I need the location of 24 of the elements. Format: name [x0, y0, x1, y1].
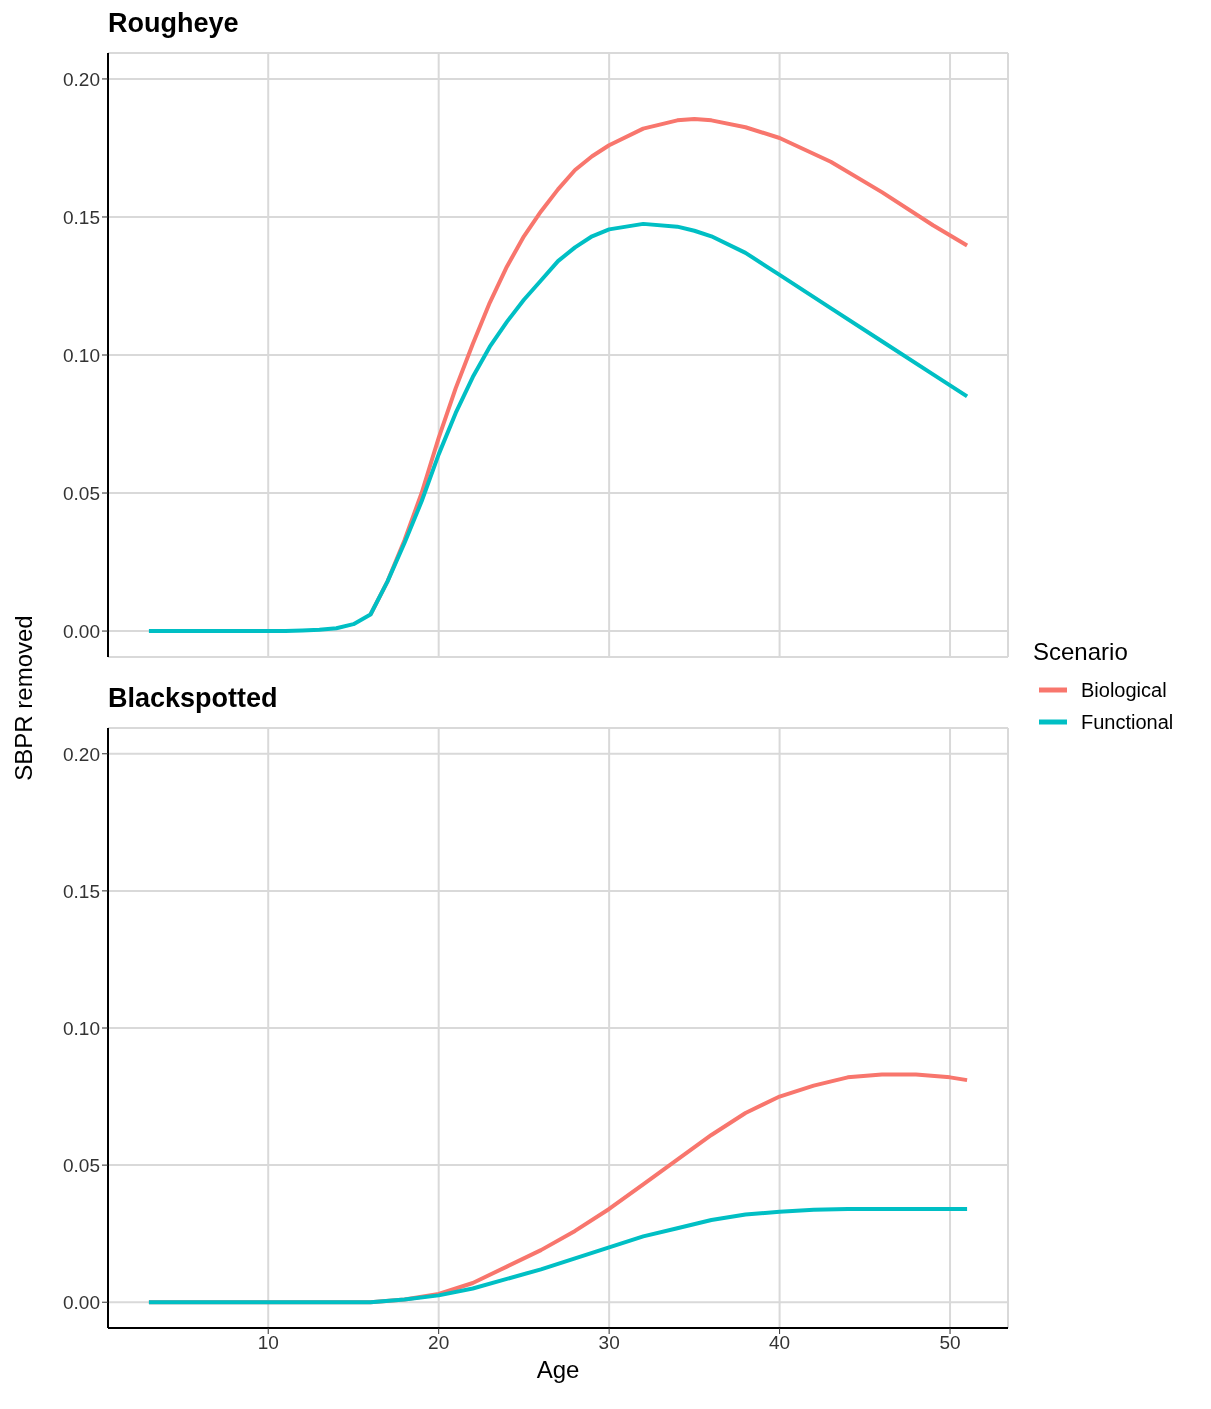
x-tick-label: 40 — [769, 1332, 791, 1354]
line-series — [146, 1206, 970, 1305]
y-tick-label: 0.00 — [63, 1291, 100, 1313]
chart-title: Blackspotted — [108, 683, 278, 714]
legend-label: Functional — [1081, 710, 1174, 734]
legend-label: Biological — [1081, 678, 1167, 702]
y-tick-label: 0.00 — [63, 620, 100, 642]
y-axis-title: SBPR removed — [10, 615, 38, 781]
y-tick-label: 0.20 — [63, 743, 100, 765]
chart-title: Rougheye — [108, 8, 239, 39]
x-axis-title: Age — [535, 1356, 581, 1384]
legend-title: Scenario — [1033, 638, 1129, 666]
y-tick-label: 0.05 — [63, 1154, 100, 1176]
x-tick-label: 20 — [428, 1332, 450, 1354]
y-tick-label: 0.05 — [63, 482, 100, 504]
x-tick-label: 30 — [598, 1332, 620, 1354]
y-tick-label: 0.10 — [63, 344, 100, 366]
y-tick-label: 0.15 — [63, 880, 100, 902]
y-tick-label: 0.20 — [63, 68, 100, 90]
y-tick-label: 0.10 — [63, 1017, 100, 1039]
x-tick-label: 50 — [939, 1332, 961, 1354]
line-series — [146, 221, 970, 634]
x-tick-label: 10 — [257, 1332, 279, 1354]
y-tick-label: 0.15 — [63, 206, 100, 228]
